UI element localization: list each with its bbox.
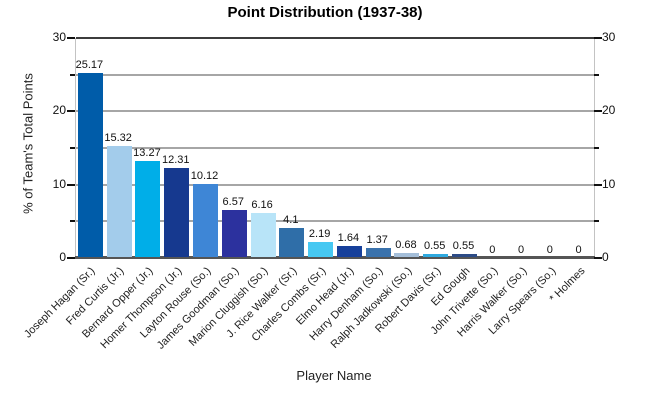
bar-value-label: 25.17 bbox=[75, 59, 104, 72]
y-tick-label-right-0: 0 bbox=[602, 250, 609, 264]
y-tick-minor bbox=[594, 73, 599, 76]
y-tick-major bbox=[594, 183, 602, 186]
bar-value-label: 12.31 bbox=[161, 153, 190, 166]
bar-value-label: 10.12 bbox=[190, 169, 219, 182]
bar-9 bbox=[336, 245, 362, 257]
bar-5 bbox=[221, 209, 247, 257]
bar-4 bbox=[193, 183, 218, 257]
bar-12 bbox=[423, 253, 449, 257]
chart-title: Point Distribution (1937-38) bbox=[227, 4, 423, 21]
gridline-15 bbox=[76, 147, 594, 149]
gridline-25 bbox=[76, 73, 594, 76]
bar-value-label: 0 bbox=[489, 244, 496, 256]
y-axis-title: % of Team's Total Points bbox=[20, 73, 36, 214]
bar-value-label: 6.57 bbox=[222, 195, 244, 208]
bar-value-label: 1.37 bbox=[366, 233, 388, 246]
bar-13 bbox=[452, 253, 477, 257]
y-tick-major bbox=[67, 257, 75, 259]
y-tick-major bbox=[594, 110, 602, 113]
bar-value-label: 2.19 bbox=[308, 227, 331, 240]
x-axis-line bbox=[75, 256, 595, 259]
y-tick-label-right-20: 20 bbox=[602, 103, 616, 118]
bar-6 bbox=[250, 212, 276, 257]
y-tick-minor bbox=[594, 147, 599, 149]
y-tick-major bbox=[594, 257, 602, 259]
y-tick-major bbox=[594, 37, 602, 39]
bar-value-label: 0.55 bbox=[424, 239, 446, 252]
y-tick-minor bbox=[594, 220, 599, 223]
plot-area bbox=[75, 37, 595, 259]
bar-value-label: 0 bbox=[546, 244, 553, 256]
y-tick-label-left-10: 10 bbox=[52, 176, 66, 191]
y-tick-minor bbox=[70, 73, 75, 76]
gridline-5 bbox=[76, 220, 594, 223]
gridline-30 bbox=[76, 37, 594, 39]
y-tick-minor bbox=[70, 147, 75, 149]
bar-value-label: 0 bbox=[575, 244, 582, 256]
y-tick-label-left-0: 0 bbox=[59, 250, 66, 264]
bar-value-label: 0.55 bbox=[452, 239, 475, 252]
bar-3 bbox=[164, 167, 190, 257]
y-tick-major bbox=[67, 183, 75, 186]
y-tick-label-right-10: 10 bbox=[602, 176, 616, 191]
bar-8 bbox=[308, 241, 334, 257]
bar-1 bbox=[106, 145, 132, 257]
y-tick-label-left-30: 30 bbox=[52, 30, 66, 44]
bar-value-label: 4.1 bbox=[283, 213, 299, 226]
bar-10 bbox=[365, 247, 391, 257]
bar-value-label: 6.16 bbox=[251, 198, 273, 211]
bar-2 bbox=[135, 160, 161, 257]
bar-11 bbox=[394, 253, 420, 257]
y-tick-label-left-20: 20 bbox=[52, 103, 66, 118]
bar-value-label: 0 bbox=[517, 244, 525, 256]
gridline-20 bbox=[76, 110, 594, 113]
bar-7 bbox=[279, 227, 305, 257]
bar-value-label: 15.32 bbox=[104, 131, 132, 144]
bar-value-label: 13.27 bbox=[133, 146, 161, 159]
bar-0 bbox=[77, 73, 103, 257]
y-tick-major bbox=[67, 110, 75, 113]
gridline-10 bbox=[76, 183, 594, 186]
y-tick-label-right-30: 30 bbox=[602, 30, 616, 44]
bar-value-label: 1.64 bbox=[337, 231, 360, 244]
x-axis-title: Player Name bbox=[296, 368, 372, 383]
y-tick-minor bbox=[70, 220, 75, 223]
bar-value-label: 0.68 bbox=[395, 239, 417, 251]
y-tick-major bbox=[67, 37, 75, 39]
